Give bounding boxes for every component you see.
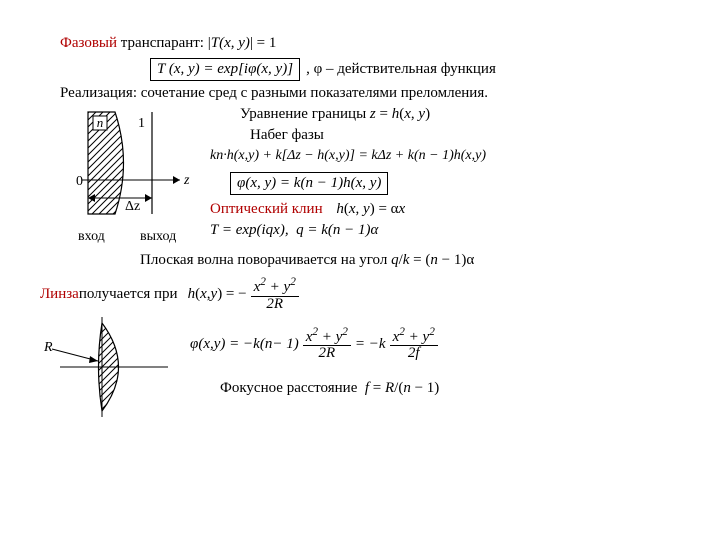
boundary-eq: Уравнение границы z = h(x, y) [210, 106, 680, 123]
lens-line: Линза получается при h(x, y) = − x2 + y2… [40, 277, 680, 313]
title-args: (x, y) [219, 35, 250, 51]
optical-wedge-line: Оптический клин h(x, y) = αx [210, 201, 680, 218]
diagram2-svg: R [40, 317, 190, 417]
h-num: x2 + y2 [251, 277, 299, 297]
label-in: вход [78, 229, 105, 244]
label-out: выход [140, 229, 176, 244]
label-n: n [97, 115, 104, 130]
boxed-formula: T (x, y) = exp[iφ(x, y)] [150, 58, 300, 81]
focal-length: Фокусное расстояние f = R/(n − 1) [190, 380, 680, 397]
T-eq: T = exp(iqx), q = k(n − 1)α [210, 222, 680, 239]
phi-lens-block: φ(x, y) = − k(n − 1) x2 + y2 2R = − k x2… [190, 317, 680, 402]
label-zero: 0 [76, 174, 83, 189]
phase-run-label: Набег фазы [210, 127, 680, 144]
title-red: Фазовый [60, 35, 117, 51]
title-T: T [211, 35, 219, 51]
diagram1-svg: n 1 0 z Δz вход выход [60, 106, 210, 251]
plane-wave-line: Плоская волна поворачивается на угол q/k… [60, 252, 680, 269]
title-line: Фазовый транспарант: |T(x, y)| = 1 [60, 35, 680, 52]
h-den: 2R [251, 297, 299, 313]
lens-rest: получается при [79, 286, 178, 303]
long-equation: kn·h(x,y) + k[Δz − h(x,y)] = kΔz + k(n −… [210, 148, 680, 164]
lens-diagram: R [40, 317, 190, 422]
refraction-diagram: n 1 0 z Δz вход выход [60, 106, 210, 256]
wedge-red: Оптический клин [210, 201, 323, 217]
label-R: R [43, 340, 53, 355]
title-eq1: | = 1 [250, 35, 276, 51]
title-rest: транспарант: | [117, 35, 211, 51]
label-one: 1 [138, 116, 145, 131]
lens-red: Линза [40, 286, 79, 303]
realization-line: Реализация: сочетание сред с разными пок… [60, 85, 680, 102]
phi-real-text: , φ – действительная функция [306, 61, 496, 78]
phi-boxed-eq: φ(x, y) = k(n − 1)h(x, y) [210, 172, 680, 195]
label-z: z [183, 173, 190, 188]
boxed-eq-line: T (x, y) = exp[iφ(x, y)] , φ – действите… [60, 58, 680, 81]
label-dz: Δz [125, 199, 140, 214]
right-equations-block: Уравнение границы z = h(x, y) Набег фазы… [210, 106, 680, 243]
